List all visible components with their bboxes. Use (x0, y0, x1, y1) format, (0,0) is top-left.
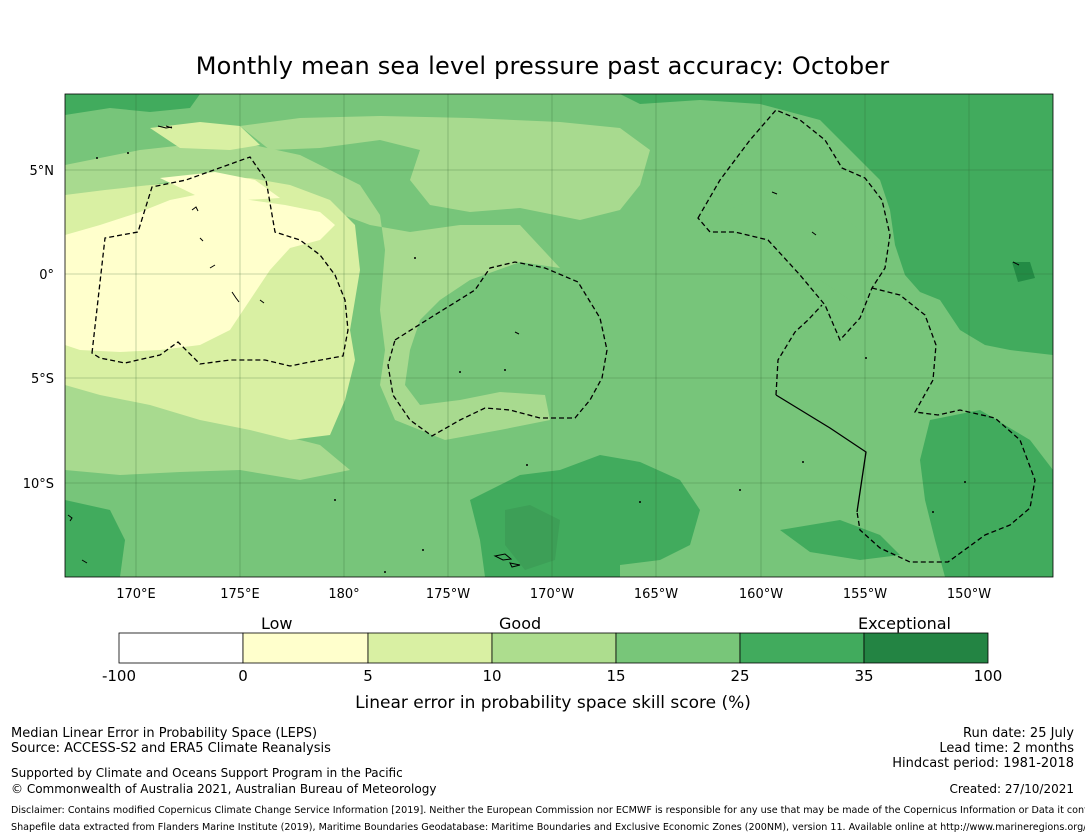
skill-map[interactable] (65, 94, 1053, 577)
lat-label: 5°S (31, 372, 54, 387)
eez-cook (856, 287, 1036, 563)
colorbar-tick: 10 (482, 667, 502, 685)
colorbar-tick: 0 (238, 667, 248, 685)
colorbar-segment (491, 632, 617, 664)
colorbar-tick: 5 (363, 667, 373, 685)
island-dots (96, 152, 966, 573)
map-title: Monthly mean sea level pressure past acc… (195, 52, 890, 80)
lon-label: 170°E (116, 587, 156, 602)
colorbar-category-low: Low (261, 614, 293, 633)
footer-method: Median Linear Error in Probability Space… (11, 726, 318, 741)
eez-phoenix (387, 261, 608, 437)
islands (67, 125, 1020, 568)
region-low (65, 192, 335, 352)
region-moderate-north (150, 122, 260, 150)
region-good-north (240, 116, 650, 220)
colorbar-segment (615, 632, 741, 664)
lat-label: 0° (39, 268, 54, 283)
lon-label: 150°W (947, 587, 991, 602)
region-good-southwest (65, 380, 350, 480)
map-frame (64, 93, 1054, 578)
footer-run-date: Run date: 25 July (963, 726, 1074, 741)
region-very-high-south2 (780, 520, 900, 560)
colorbar-caption: Linear error in probability space skill … (355, 693, 751, 713)
lat-label: 10°S (23, 477, 54, 492)
colorbar-tick: -100 (101, 667, 137, 685)
colorbar-segment (118, 632, 244, 664)
lat-label: 5°N (30, 164, 55, 179)
lon-label: 165°W (634, 587, 678, 602)
footer-created: Created: 27/10/2021 (949, 782, 1074, 796)
region-very-high-se (920, 410, 1053, 577)
eez-boundaries (91, 109, 1036, 563)
lon-label: 175°E (220, 587, 260, 602)
footer-copyright: © Commonwealth of Australia 2021, Austra… (11, 782, 437, 796)
colorbar-segment (367, 632, 493, 664)
colorbar-tick: 100 (973, 667, 1003, 685)
lon-label: 170°W (530, 587, 574, 602)
colorbar-tick: 35 (854, 667, 874, 685)
region-very-high-sw (65, 500, 125, 577)
region-very-high-nw (65, 94, 200, 115)
colorbar-segment (242, 632, 369, 664)
colorbar-category-exceptional: Exceptional (858, 614, 951, 633)
footer-lead-time: Lead time: 2 months (939, 741, 1074, 756)
eez-line-north (697, 109, 891, 342)
footer-support: Supported by Climate and Oceans Support … (11, 766, 403, 780)
colorbar-tick: 25 (730, 667, 750, 685)
colorbar-tick: 15 (606, 667, 626, 685)
lon-label: 155°W (843, 587, 887, 602)
latitude-labels: 5°N 0° 5°S 10°S (23, 164, 54, 492)
footer-shapefile: Shapefile data extracted from Flanders M… (11, 822, 1085, 833)
region-exceptional-e (1012, 262, 1035, 282)
region-high-east-pocket (700, 190, 900, 300)
footer-source: Source: ACCESS-S2 and ERA5 Climate Reana… (11, 741, 331, 756)
lon-label: 175°W (426, 587, 470, 602)
eez-line-south (775, 304, 823, 396)
colorbar (118, 632, 989, 664)
footer-hindcast: Hindcast period: 1981-2018 (892, 756, 1074, 771)
eez-kiribati-gilbert (91, 156, 349, 367)
lon-label: 160°W (739, 587, 783, 602)
region-very-high-core (505, 505, 560, 570)
colorbar-category-good: Good (499, 614, 542, 633)
region-very-high-east (620, 94, 1053, 355)
footer-disclaimer: Disclaimer: Contains modified Copernicus… (11, 805, 1085, 816)
colorbar-segment (863, 632, 989, 664)
longitude-labels: 170°E 175°E 180° 175°W 170°W 165°W 160°W… (116, 587, 991, 602)
boundary-solid (775, 394, 867, 513)
lon-label: 180° (328, 587, 359, 602)
colorbar-segment (739, 632, 865, 664)
